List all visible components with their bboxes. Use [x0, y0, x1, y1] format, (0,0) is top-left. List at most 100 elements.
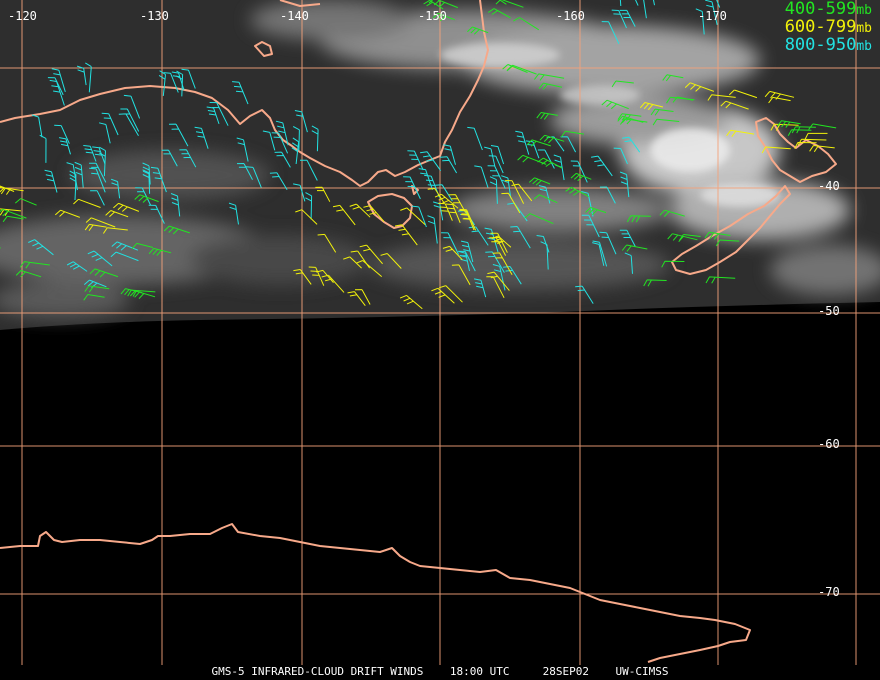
wind-barb: [570, 160, 588, 183]
wind-barb: [89, 162, 107, 183]
wind-barb: [467, 126, 483, 151]
wind-barb: [271, 132, 289, 154]
wind-barb: [347, 291, 366, 307]
wind-barb: [524, 213, 554, 225]
tasmania-coast: [367, 193, 413, 229]
wind-barb: [434, 193, 459, 209]
lat-lon-grid: [0, 0, 880, 665]
wind-barb: [110, 251, 139, 262]
wind-barb: [399, 294, 423, 310]
wind-barb: [0, 186, 24, 195]
wind-barb: [659, 209, 685, 217]
wind-barb: [536, 112, 558, 120]
wind-barb: [498, 0, 507, 5]
wind-barb: [14, 198, 37, 206]
wind-barb: [168, 123, 189, 147]
wind-barb: [54, 209, 80, 218]
wind-barb: [619, 0, 622, 7]
wind-barb: [705, 276, 736, 284]
wind-barb: [275, 120, 289, 146]
wind-barb: [619, 171, 630, 198]
wind-barb: [787, 129, 812, 137]
wind-barb: [764, 90, 795, 100]
wind-barb: [652, 118, 680, 126]
wind-barb: [540, 241, 549, 270]
wind-barb: [2, 215, 24, 223]
wind-barb: [359, 244, 383, 265]
wind-barb: [332, 204, 356, 226]
wind-barb: [51, 68, 66, 93]
legend-entry-400: 400-599mb: [785, 1, 872, 19]
wind-barb: [728, 89, 758, 99]
wind-barb: [44, 169, 58, 193]
coastlines: [0, 0, 837, 663]
wind-barb: [460, 240, 474, 263]
wind-barb: [305, 192, 313, 220]
wind-barb: [458, 251, 470, 272]
wind-barb: [105, 210, 129, 218]
wind-barb: [142, 169, 151, 194]
wind-barb: [129, 290, 156, 299]
wind-barb: [581, 191, 594, 217]
wind-barb: [672, 96, 694, 103]
wind-barb: [363, 205, 385, 222]
wind-barb: [635, 0, 639, 6]
wind-barb: [443, 144, 456, 165]
wind-barb: [487, 8, 511, 19]
wind-barb: [684, 82, 715, 92]
wind-barb: [400, 207, 426, 225]
wind-barb: [617, 113, 642, 121]
wind-barb: [451, 264, 471, 286]
wind-barb: [643, 0, 647, 19]
wind-barb: [486, 276, 505, 299]
wind-barb: [89, 268, 119, 278]
lat-label: -50: [818, 304, 840, 318]
wind-barb: [295, 209, 318, 225]
wind-barb: [599, 231, 617, 255]
wind-barb: [794, 142, 817, 149]
wind-barb: [526, 139, 551, 147]
wind-barb: [705, 0, 718, 26]
wind-barb: [503, 266, 522, 285]
wind-barb: [0, 208, 22, 216]
wind-barb: [101, 112, 119, 136]
wind-barb: [206, 106, 220, 125]
wind-barb: [484, 146, 496, 167]
wind-barb: [581, 214, 600, 238]
wind-barb: [619, 9, 636, 27]
wind-barb: [148, 204, 165, 224]
wind-barb: [487, 271, 510, 291]
wind-barb: [179, 149, 197, 168]
wind-barb: [560, 130, 584, 138]
wind-barb: [445, 203, 461, 223]
wind-barb: [161, 149, 178, 167]
wind-barb: [171, 71, 185, 91]
wind-barb: [111, 241, 139, 251]
wind-barb: [84, 285, 110, 293]
wind-barb: [492, 264, 506, 291]
wind-barb: [311, 125, 319, 152]
wind-barb: [31, 114, 43, 138]
wind-barb: [716, 0, 721, 8]
caption-product: GMS-5 INFRARED-CLOUD DRIFT WINDS: [211, 665, 424, 678]
wind-barb: [487, 165, 506, 189]
wind-barb: [707, 94, 736, 101]
wind-barb: [428, 0, 458, 9]
wind-barb: [511, 183, 533, 202]
wind-barb: [411, 205, 427, 228]
wind-barb: [83, 145, 97, 162]
wind-barbs: [0, 0, 837, 310]
wind-barb: [228, 202, 239, 225]
wind-barb: [613, 147, 628, 165]
wind-barb: [492, 252, 513, 276]
wind-barb: [592, 240, 608, 267]
wind-barb: [601, 99, 629, 110]
wind-barb: [380, 253, 402, 269]
wind-barb: [110, 178, 121, 199]
wind-barb: [123, 94, 141, 119]
wind-barb: [611, 9, 627, 29]
wind-barb: [661, 260, 685, 268]
wind-barb: [585, 207, 607, 216]
wind-barb: [83, 294, 105, 301]
image-caption: GMS-5 INFRARED-CLOUD DRIFT WINDS 18:00 U…: [0, 666, 880, 678]
